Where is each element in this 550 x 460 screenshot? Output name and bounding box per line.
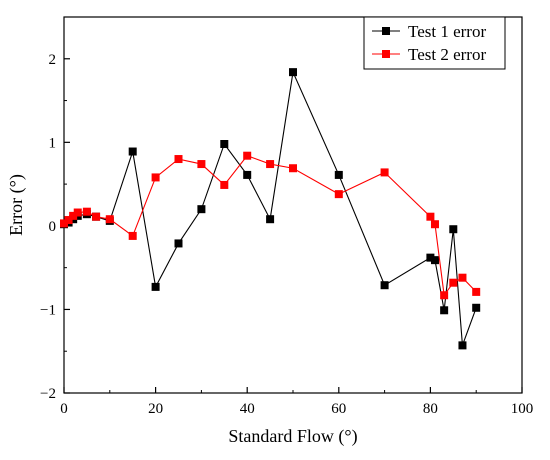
data-point xyxy=(60,219,68,228)
data-point xyxy=(380,168,389,177)
data-point xyxy=(426,212,435,221)
data-point xyxy=(197,160,206,169)
data-point xyxy=(128,147,137,156)
legend-marker xyxy=(382,27,390,35)
data-point xyxy=(151,282,160,291)
data-point xyxy=(174,239,183,248)
data-point xyxy=(440,306,449,315)
y-tick-label: 1 xyxy=(49,135,57,151)
data-point xyxy=(430,220,439,229)
data-point xyxy=(174,155,183,164)
data-point xyxy=(458,341,467,350)
data-point xyxy=(440,291,449,300)
data-point xyxy=(449,225,458,234)
data-point xyxy=(334,190,343,199)
data-point xyxy=(64,216,73,225)
data-point xyxy=(472,303,481,312)
data-point xyxy=(128,231,137,240)
y-tick-label: −1 xyxy=(40,302,56,318)
x-tick-label: 60 xyxy=(331,401,346,417)
data-point xyxy=(289,68,297,77)
y-tick-label: −2 xyxy=(40,386,56,402)
series-1 xyxy=(60,68,481,350)
x-tick-label: 40 xyxy=(240,401,255,417)
series-line xyxy=(63,70,477,346)
data-point xyxy=(220,140,229,149)
data-point xyxy=(266,215,275,224)
data-point xyxy=(380,281,389,290)
data-point xyxy=(73,208,82,217)
legend-marker xyxy=(382,50,390,58)
x-tick-label: 100 xyxy=(511,401,534,417)
y-axis-title: Error (°) xyxy=(6,174,27,236)
data-point xyxy=(151,173,160,182)
data-point xyxy=(449,278,458,287)
data-point xyxy=(426,253,435,262)
series-2 xyxy=(60,151,481,300)
data-point xyxy=(197,205,206,214)
x-tick-label: 20 xyxy=(148,401,163,417)
data-point xyxy=(458,273,467,282)
legend-label: Test 1 error xyxy=(408,22,486,41)
legend: Test 1 error Test 2 error xyxy=(363,16,506,70)
data-point xyxy=(92,212,101,221)
data-point xyxy=(243,151,252,160)
data-point xyxy=(82,207,91,216)
data-point xyxy=(430,256,439,265)
data-point xyxy=(266,160,275,169)
data-point xyxy=(243,170,252,179)
x-tick-label: 80 xyxy=(423,401,438,417)
data-point xyxy=(220,180,229,189)
data-point xyxy=(105,215,114,224)
data-point xyxy=(289,164,297,173)
legend-label: Test 2 error xyxy=(408,45,486,64)
data-point xyxy=(69,211,78,220)
data-point xyxy=(472,287,481,296)
x-axis-title: Standard Flow (°) xyxy=(228,426,357,447)
y-tick-label: 0 xyxy=(49,219,57,235)
x-tick-label: 0 xyxy=(60,401,68,417)
y-tick-label: 2 xyxy=(49,52,57,68)
legend-box xyxy=(363,16,506,70)
data-point xyxy=(334,170,343,179)
series-line xyxy=(63,155,477,297)
